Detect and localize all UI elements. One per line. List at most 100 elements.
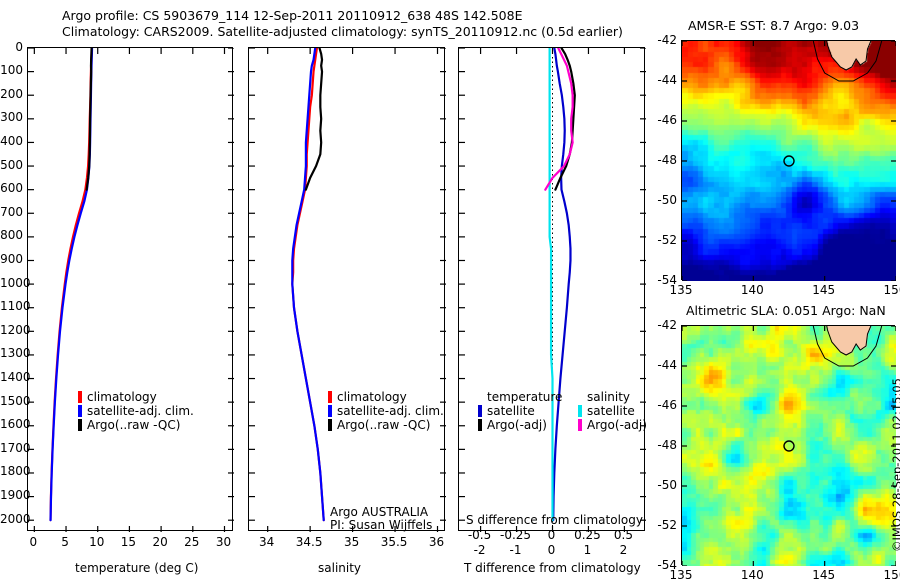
temperature-ytick: 500 bbox=[0, 157, 23, 172]
legend-label: Argo(..raw -QC) bbox=[87, 418, 181, 432]
legend-color-key bbox=[78, 419, 82, 431]
temperature-ytick: 600 bbox=[0, 181, 23, 196]
temperature-ytick: 300 bbox=[0, 110, 23, 125]
sst-map-xtick: 145 bbox=[812, 283, 836, 297]
legend-item: Argo(-adj) bbox=[478, 418, 562, 432]
salinity-xlabel: salinity bbox=[318, 561, 362, 575]
sla-map-ytick: -46 bbox=[657, 397, 677, 412]
temperature-xlabel: temperature (deg C) bbox=[75, 561, 199, 575]
temperature-ytick: 100 bbox=[0, 63, 23, 78]
temperature-ytick: 1600 bbox=[0, 417, 31, 432]
temperature-ytick: 400 bbox=[0, 133, 23, 148]
temperature-xtick: 30 bbox=[215, 535, 232, 549]
legend-color-key bbox=[578, 419, 582, 431]
sla-map-ytick: -48 bbox=[657, 437, 677, 452]
figure-title-line1: Argo profile: CS 5903679_114 12-Sep-2011… bbox=[62, 8, 523, 23]
legend-item: satellite-adj. clim. bbox=[78, 404, 194, 418]
sla-map-panel bbox=[681, 325, 896, 566]
temperature-ytick: 1800 bbox=[0, 464, 31, 479]
difference-t-xtick: -2 bbox=[473, 543, 486, 557]
coastline bbox=[826, 326, 872, 356]
temperature-ytick: 1700 bbox=[0, 440, 31, 455]
series-temperature-argo-adj- bbox=[554, 48, 576, 191]
legend-item: climatology bbox=[78, 390, 194, 404]
difference-xlabel-bottom: T difference from climatology bbox=[464, 561, 641, 575]
sla-map-ytick: -44 bbox=[657, 357, 677, 372]
sla-map-title: Altimetric SLA: 0.051 Argo: NaN bbox=[686, 303, 886, 318]
sla-map-ytick: -42 bbox=[657, 317, 677, 332]
shelf-contour bbox=[812, 41, 883, 82]
difference-legend-temperature: temperature satellite Argo(-adj) bbox=[478, 390, 562, 432]
salinity-plot-area bbox=[249, 48, 446, 532]
temperature-ytick: 2000 bbox=[0, 511, 31, 526]
salinity-xtick: 36 bbox=[428, 535, 445, 549]
salinity-xtick: 35.5 bbox=[380, 535, 408, 549]
legend-label: Argo(-adj) bbox=[587, 418, 647, 432]
difference-plot-area bbox=[459, 48, 646, 532]
legend-label: Argo(..raw -QC) bbox=[337, 418, 431, 432]
series-climatology bbox=[49, 48, 93, 522]
figure-title-line2: Climatology: CARS2009. Satellite-adjuste… bbox=[62, 24, 623, 39]
temperature-ytick: 0 bbox=[15, 39, 23, 54]
sst-map-ytick: -52 bbox=[657, 232, 677, 247]
sla-map-ytick: -52 bbox=[657, 517, 677, 532]
temperature-ytick: 900 bbox=[0, 251, 23, 266]
legend-label: satellite-adj. clim. bbox=[337, 404, 444, 418]
difference-t-xtick: 0 bbox=[547, 543, 556, 557]
temperature-xtick: 5 bbox=[61, 535, 69, 549]
sla-map-xtick: 145 bbox=[812, 568, 836, 582]
salinity-xtick: 34 bbox=[259, 535, 275, 549]
difference-xlabel-top: S difference from climatology bbox=[466, 513, 643, 527]
float-position-marker bbox=[783, 440, 795, 452]
difference-s-xtick: 0.25 bbox=[574, 528, 601, 542]
temperature-legend: climatology satellite-adj. clim. Argo(..ra… bbox=[78, 390, 194, 432]
series-satellite-adj-clim- bbox=[291, 48, 325, 522]
legend-color-key bbox=[78, 405, 82, 417]
difference-t-xtick: 1 bbox=[583, 543, 592, 557]
temperature-ytick: 800 bbox=[0, 228, 23, 243]
difference-s-xtick: -0.5 bbox=[467, 528, 492, 542]
legend-item: climatology bbox=[328, 390, 444, 404]
sst-map-ytick: -46 bbox=[657, 112, 677, 127]
series-temperature-satellite bbox=[552, 48, 572, 522]
salinity-panel bbox=[248, 47, 446, 532]
credit-text: ©IMOS 28-Sep-2011 02:15:05 bbox=[890, 378, 900, 552]
legend-label: climatology bbox=[87, 390, 157, 404]
legend-color-key bbox=[78, 391, 82, 403]
float-position-marker bbox=[783, 155, 795, 167]
temperature-xtick: 10 bbox=[89, 535, 105, 549]
sla-map-ytick: -50 bbox=[657, 477, 677, 492]
difference-t-xtick: -1 bbox=[509, 543, 522, 557]
difference-panel bbox=[458, 47, 646, 532]
legend-color-key bbox=[328, 405, 332, 417]
series-satellite-adj-clim- bbox=[49, 48, 94, 522]
difference-s-xtick: -0.25 bbox=[500, 528, 532, 542]
temperature-ytick: 1400 bbox=[0, 370, 31, 385]
sst-map-ytick: -42 bbox=[657, 32, 677, 47]
legend-item: satellite bbox=[578, 404, 647, 418]
salinity-xtick: 34.5 bbox=[295, 535, 323, 549]
series-argo-raw-qc- bbox=[85, 48, 93, 191]
sla-map-xtick: 140 bbox=[740, 568, 764, 582]
temperature-panel bbox=[27, 47, 234, 532]
difference-legend-salinity: salinity satellite Argo(-adj) bbox=[578, 390, 647, 432]
temperature-xtick: 0 bbox=[29, 535, 38, 549]
temperature-ytick: 200 bbox=[0, 86, 23, 101]
salinity-xtick: 35 bbox=[343, 535, 360, 549]
sla-map-xtick: 150 bbox=[883, 568, 900, 582]
shelf-contour bbox=[812, 326, 883, 367]
legend-item: satellite-adj. clim. bbox=[328, 404, 444, 418]
argo-australia-annotation: Argo AUSTRALIA bbox=[330, 505, 429, 519]
sst-map-xtick: 135 bbox=[669, 283, 693, 297]
series-salinity-satellite bbox=[548, 48, 554, 522]
temperature-ytick: 1900 bbox=[0, 488, 31, 503]
sst-map-ytick: -48 bbox=[657, 152, 677, 167]
pi-annotation: PI: Susan Wijffels bbox=[330, 518, 433, 532]
legend-color-key bbox=[328, 391, 332, 403]
salinity-legend: climatology satellite-adj. clim. Argo(..ra… bbox=[328, 390, 444, 432]
sst-map-panel bbox=[681, 40, 896, 281]
temperature-ytick: 1000 bbox=[0, 275, 31, 290]
temperature-ytick: 1300 bbox=[0, 346, 31, 361]
temperature-xtick: 25 bbox=[184, 535, 200, 549]
